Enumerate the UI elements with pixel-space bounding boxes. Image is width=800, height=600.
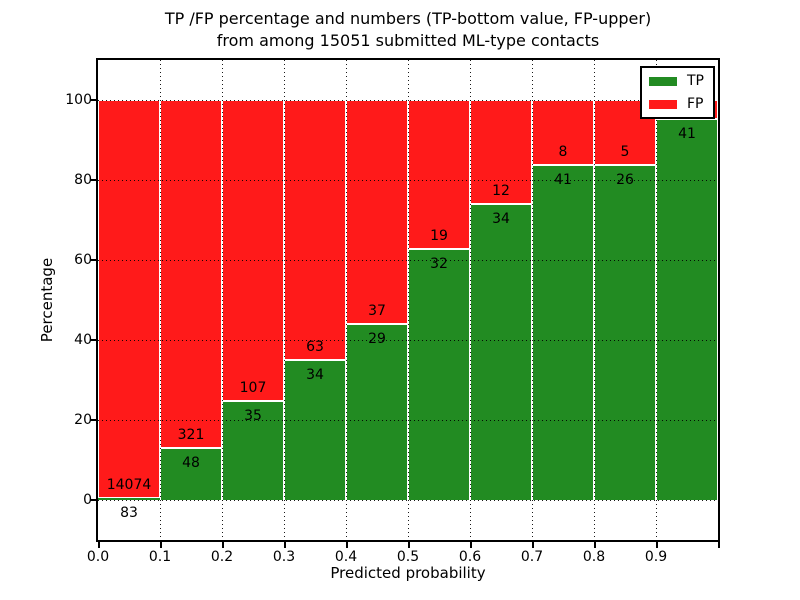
x-tick-mark: [532, 542, 534, 548]
fp-bar-segment: [98, 100, 160, 498]
y-tick-label: 20: [74, 412, 92, 428]
x-tick-mark: [656, 542, 658, 548]
tp-count-label: 41: [678, 125, 696, 142]
tp-legend-swatch-icon: [649, 76, 677, 86]
tp-count-label: 41: [554, 172, 572, 189]
y-tick-label: 60: [74, 252, 92, 268]
h-gridline: [98, 180, 718, 181]
h-gridline: [98, 260, 718, 261]
tp-count-label: 26: [616, 171, 634, 188]
x-tick-mark: [346, 542, 348, 548]
tp-bar-segment: [408, 249, 470, 500]
gridlines-layer: [98, 60, 718, 540]
legend-label-fp: FP: [687, 96, 704, 112]
fp-legend-swatch-icon: [649, 99, 677, 109]
tp-count-label: 48: [182, 454, 200, 471]
x-tick-mark: [284, 542, 286, 548]
chart-title: TP /FP percentage and numbers (TP-bottom…: [98, 8, 718, 52]
y-tick-mark: [90, 419, 96, 421]
x-tick-mark: [222, 542, 224, 548]
v-gridline: [284, 60, 285, 540]
fp-count-label: 37: [368, 303, 386, 320]
tp-count-label: 35: [244, 408, 262, 425]
y-tick-label: 100: [65, 92, 92, 108]
x-tick-label: 0.4: [334, 549, 358, 565]
v-gridline: [594, 60, 595, 540]
fp-bar-segment: [470, 100, 532, 205]
tp-count-label: 32: [430, 256, 448, 272]
fp-bar-segment: [408, 100, 470, 249]
tp-bar-segment: [594, 164, 656, 500]
annotations-layer: 14074 83 321 48 107 35 63 34 37 29 19 32 12 34 8 41 5 26 4…: [98, 60, 718, 540]
fp-count-label: 63: [306, 338, 324, 355]
fp-count-label: 321: [177, 426, 205, 443]
tp-bar-segment: [284, 359, 346, 500]
legend: TP FP: [640, 66, 715, 119]
fp-count-label: 107: [239, 380, 267, 397]
fp-count-label: 12: [492, 183, 510, 200]
x-tick-label: 0.8: [582, 549, 606, 565]
tp-bar-segment: [656, 118, 718, 500]
v-gridline: [160, 60, 161, 540]
x-tick-mark: [470, 542, 472, 548]
h-gridline: [98, 100, 718, 101]
legend-row-tp: TP: [649, 73, 704, 89]
tp-bar-segment: [470, 204, 532, 500]
v-gridline: [656, 60, 657, 540]
y-axis-label: Percentage: [38, 257, 56, 343]
x-tick-label: 0.9: [644, 549, 668, 565]
tp-count-label: 29: [368, 331, 386, 348]
x-tick-label: 0.7: [520, 549, 544, 565]
x-tick-label: 0.0: [86, 549, 110, 565]
y-tick-label: 80: [74, 172, 92, 188]
h-gridline: [98, 340, 718, 341]
tp-bar-segment: [222, 401, 284, 500]
chart-title-line2: from among 15051 submitted ML-type conta…: [216, 31, 600, 50]
y-tick-mark: [90, 339, 96, 341]
x-tick-mark: [594, 542, 596, 548]
v-gridline: [346, 60, 347, 540]
legend-label-tp: TP: [687, 73, 704, 89]
fp-count-label: 14074: [106, 476, 152, 493]
x-tick-mark: [98, 542, 100, 548]
plot-area: 14074 83 321 48 107 35 63 34 37 29 19 32 12 34 8 41 5 26 4…: [96, 58, 720, 542]
h-gridline: [98, 500, 718, 501]
fp-count-label: 19: [430, 228, 448, 244]
y-tick-label: 40: [74, 332, 92, 348]
tp-count-label: 34: [306, 366, 324, 383]
tp-count-label: 34: [492, 211, 510, 228]
h-gridline: [98, 420, 718, 421]
chart-title-line1: TP /FP percentage and numbers (TP-bottom…: [164, 9, 652, 28]
fp-count-label: 5: [620, 143, 630, 160]
v-gridline: [470, 60, 471, 540]
y-tick-mark: [90, 179, 96, 181]
v-gridline: [222, 60, 223, 540]
x-tick-mark: [718, 542, 720, 548]
x-tick-label: 0.1: [148, 549, 172, 565]
y-tick-mark: [90, 259, 96, 261]
fp-count-label: 8: [558, 144, 568, 161]
x-tick-label: 0.5: [396, 549, 420, 565]
tp-bar-segment: [532, 165, 594, 500]
tp-count-label: 83: [120, 504, 138, 521]
x-tick-label: 0.6: [458, 549, 482, 565]
x-tick-label: 0.2: [210, 549, 234, 565]
y-tick-mark: [90, 499, 96, 501]
y-tick-label: 0: [83, 492, 92, 508]
bars-layer: [98, 60, 718, 540]
fp-bar-segment: [532, 100, 594, 166]
v-gridline: [532, 60, 533, 540]
x-axis-label: Predicted probability: [330, 564, 486, 582]
v-gridline: [408, 60, 409, 540]
tp-bar-segment: [98, 497, 160, 500]
y-tick-mark: [90, 99, 96, 101]
x-tick-label: 0.3: [272, 549, 296, 565]
legend-row-fp: FP: [649, 96, 704, 112]
x-tick-mark: [160, 542, 162, 548]
x-tick-mark: [408, 542, 410, 548]
